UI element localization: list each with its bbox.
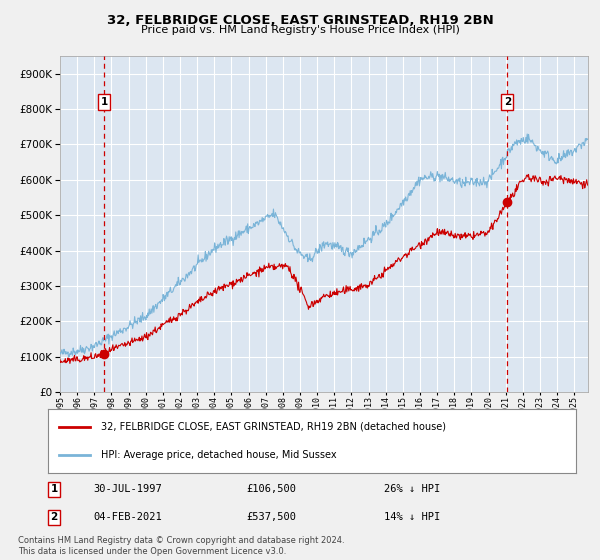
Text: 2: 2 — [50, 512, 58, 522]
Text: 1: 1 — [50, 484, 58, 494]
Text: HPI: Average price, detached house, Mid Sussex: HPI: Average price, detached house, Mid … — [101, 450, 337, 460]
Text: Price paid vs. HM Land Registry's House Price Index (HPI): Price paid vs. HM Land Registry's House … — [140, 25, 460, 35]
Text: Contains HM Land Registry data © Crown copyright and database right 2024.
This d: Contains HM Land Registry data © Crown c… — [18, 536, 344, 556]
Text: 2: 2 — [503, 97, 511, 107]
Text: £537,500: £537,500 — [246, 512, 296, 522]
Text: 30-JUL-1997: 30-JUL-1997 — [93, 484, 162, 494]
Text: 32, FELBRIDGE CLOSE, EAST GRINSTEAD, RH19 2BN: 32, FELBRIDGE CLOSE, EAST GRINSTEAD, RH1… — [107, 14, 493, 27]
Text: 1: 1 — [101, 97, 108, 107]
Text: 32, FELBRIDGE CLOSE, EAST GRINSTEAD, RH19 2BN (detached house): 32, FELBRIDGE CLOSE, EAST GRINSTEAD, RH1… — [101, 422, 446, 432]
Text: £106,500: £106,500 — [246, 484, 296, 494]
Text: 14% ↓ HPI: 14% ↓ HPI — [384, 512, 440, 522]
Text: 04-FEB-2021: 04-FEB-2021 — [93, 512, 162, 522]
Text: 26% ↓ HPI: 26% ↓ HPI — [384, 484, 440, 494]
